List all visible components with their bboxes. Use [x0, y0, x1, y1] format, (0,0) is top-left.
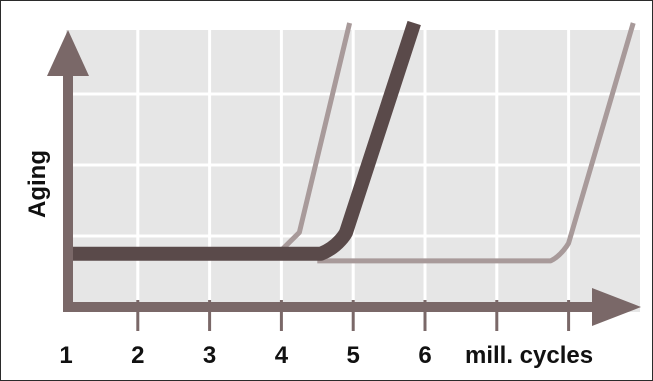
x-axis-arrow: [592, 288, 641, 326]
x-tick-label: 1: [59, 342, 72, 369]
x-tick-label: 6: [418, 342, 431, 369]
series-layer: [66, 20, 636, 264]
x-tick-label: 5: [347, 342, 360, 369]
x-tick-label: 3: [203, 342, 216, 369]
main-aging-curve-3: [66, 20, 421, 261]
aging-curve-1: [279, 22, 353, 252]
x-tick-labels: 1 2 3 4 5 6: [59, 342, 431, 369]
x-ticks: [136, 300, 571, 331]
y-axis-title: Aging: [24, 150, 51, 218]
aging-curve-2: [317, 22, 636, 264]
x-tick-label: 4: [275, 342, 289, 369]
y-axis-arrow: [47, 30, 89, 76]
x-tick-label: 2: [131, 342, 144, 369]
x-axis-title: mill. cycles: [465, 342, 593, 369]
